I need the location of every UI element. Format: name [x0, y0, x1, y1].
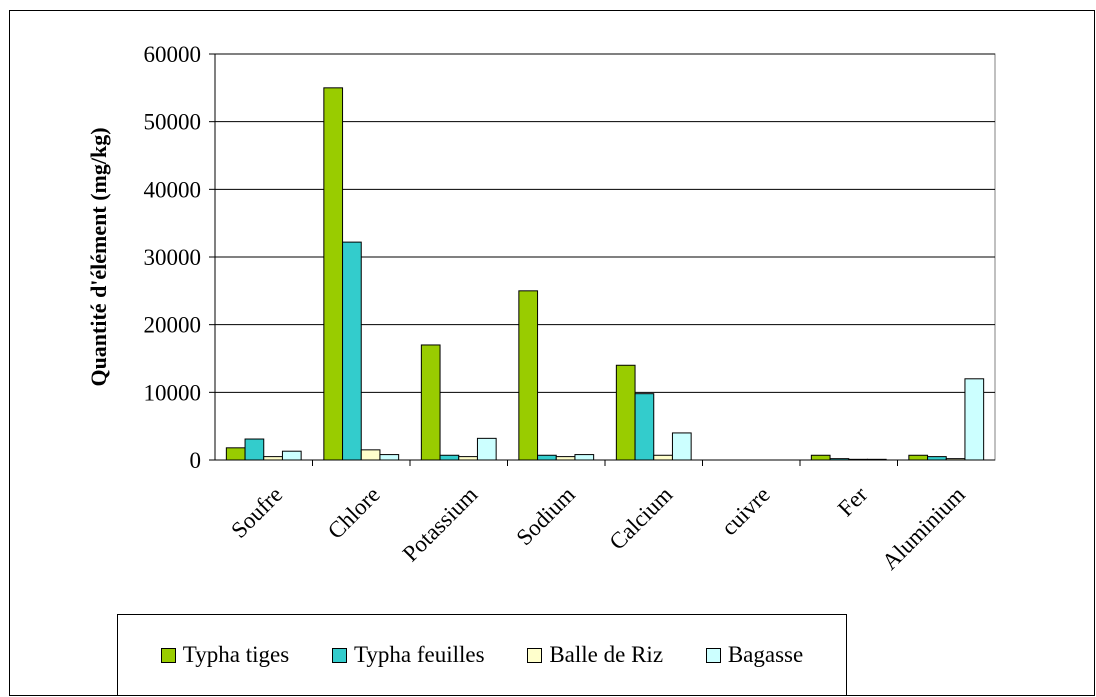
legend-label: Typha feuilles — [353, 642, 485, 667]
legend-label: Typha tiges — [182, 642, 290, 667]
bar-balle-de-riz-sodium — [555, 456, 576, 461]
bar-bagasse-chlore — [379, 454, 400, 461]
bar-typha-feuilles-potassium — [439, 454, 460, 461]
bar-typha-tiges-soufre — [225, 447, 246, 461]
x-tick-label: cuivre — [716, 482, 774, 540]
bar-typha-feuilles-soufre — [244, 438, 265, 461]
legend-label: Bagasse — [727, 642, 804, 667]
bar-typha-feuilles-sodium — [537, 454, 557, 461]
x-tick-label: Soufre — [226, 482, 287, 543]
bar-typha-tiges-aluminium — [908, 454, 929, 461]
x-tick-label: Aluminium — [877, 482, 970, 575]
bar-typha-feuilles-calcium — [634, 393, 655, 461]
y-tick-label: 40000 — [144, 177, 202, 202]
bar-typha-tiges-calcium — [615, 364, 636, 461]
y-tick-label: 0 — [190, 448, 202, 473]
bar-typha-tiges-potassium — [420, 344, 441, 461]
bar-typha-feuilles-aluminium — [927, 456, 947, 461]
x-tick-label: Calcium — [604, 482, 677, 555]
legend-swatch — [527, 647, 543, 663]
bar-typha-tiges-sodium — [518, 290, 539, 461]
bar-balle-de-riz-aluminium — [945, 458, 966, 461]
bar-typha-tiges-chlore — [323, 87, 344, 461]
bar-bagasse-sodium — [574, 454, 595, 461]
legend-item: Bagasse — [705, 642, 804, 668]
bar-balle-de-riz-chlore — [360, 449, 381, 461]
bar-balle-de-riz-soufre — [263, 456, 283, 461]
y-tick-label: 30000 — [144, 245, 202, 270]
y-tick-label: 10000 — [144, 380, 202, 405]
legend-item: Balle de Riz — [527, 642, 663, 668]
legend-swatch — [160, 647, 176, 663]
bar-bagasse-potassium — [476, 437, 497, 461]
legend-item: Typha feuilles — [331, 642, 485, 668]
y-tick-label: 20000 — [144, 313, 202, 338]
y-tick-label: 50000 — [144, 110, 202, 135]
legend-item: Typha tiges — [160, 642, 290, 668]
bar-typha-feuilles-chlore — [342, 241, 362, 461]
bar-balle-de-riz-fer — [848, 458, 868, 461]
legend-label: Balle de Riz — [549, 642, 664, 667]
y-tick-label: 60000 — [144, 42, 202, 67]
x-tick-label: Sodium — [511, 482, 579, 550]
bar-balle-de-riz-potassium — [458, 456, 478, 461]
legend: Typha tiges Typha feuilles Balle de Riz Bag… — [117, 614, 847, 696]
bar-bagasse-aluminium — [964, 378, 985, 461]
bar-typha-feuilles-fer — [829, 458, 850, 461]
bar-bagasse-soufre — [281, 450, 302, 461]
legend-swatch — [705, 647, 721, 663]
bar-bagasse-fer — [866, 458, 887, 461]
x-tick-label: Fer — [833, 482, 873, 522]
bar-balle-de-riz-calcium — [653, 454, 673, 461]
bar-typha-tiges-fer — [810, 454, 831, 461]
x-tick-label: Chlore — [323, 482, 385, 544]
y-axis-label: Quantité d'élément (mg/kg) — [86, 127, 111, 386]
bar-bagasse-calcium — [671, 432, 692, 461]
legend-swatch — [331, 647, 347, 663]
x-tick-label: Potassium — [398, 482, 483, 567]
